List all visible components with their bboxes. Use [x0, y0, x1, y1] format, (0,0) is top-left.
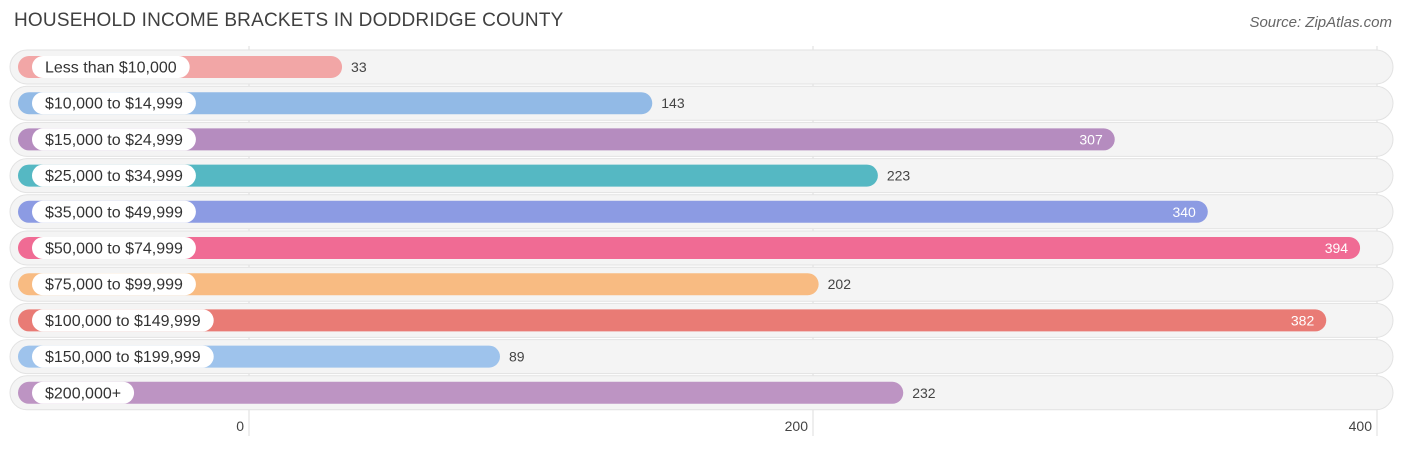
bar [18, 273, 819, 296]
value-label: 223 [887, 168, 911, 184]
bar [18, 164, 878, 187]
category-label: $35,000 to $49,999 [45, 204, 183, 221]
category-label: Less than $10,000 [45, 60, 177, 77]
value-label: 340 [1172, 204, 1196, 220]
category-label: $100,000 to $149,999 [45, 313, 201, 330]
category-pill [32, 309, 214, 332]
value-label: 143 [661, 95, 685, 111]
value-label: 89 [509, 349, 525, 365]
value-label: 394 [1325, 240, 1349, 256]
bar-row: $150,000 to $199,999 89 [9, 339, 1394, 375]
bar-track [9, 49, 1394, 85]
bar-row: $15,000 to $24,999 307 [9, 121, 1394, 157]
bar-row: $35,000 to $49,999 340 [9, 194, 1394, 230]
category-pill [32, 92, 196, 115]
category-label: $50,000 to $74,999 [45, 241, 183, 258]
value-label: 232 [912, 385, 936, 401]
category-label: $15,000 to $24,999 [45, 132, 183, 149]
x-tick-label: 200 [785, 418, 809, 434]
category-label: $150,000 to $199,999 [45, 349, 201, 366]
category-pill [32, 273, 196, 296]
bar [18, 200, 1208, 223]
chart-source: Source: ZipAtlas.com [1249, 14, 1392, 31]
value-label: 307 [1079, 131, 1103, 147]
bar-rows: Less than $10,000 33 $10,000 to $14,999 143… [9, 49, 1394, 411]
bar [18, 381, 904, 404]
bar-row: $100,000 to $149,999 382 [9, 302, 1394, 338]
bar [18, 128, 1115, 151]
value-label: 382 [1291, 312, 1315, 328]
bar-row: $200,000+ 232 [9, 375, 1394, 411]
bar-row: Less than $10,000 33 [9, 49, 1394, 85]
x-tick-label: 0 [236, 418, 244, 434]
bar-row: $10,000 to $14,999 143 [9, 85, 1394, 121]
value-label: 33 [351, 59, 367, 75]
chart-title: HOUSEHOLD INCOME BRACKETS IN DODDRIDGE C… [14, 10, 564, 31]
category-pill [32, 200, 196, 223]
bar-row: $25,000 to $34,999 223 [9, 158, 1394, 194]
category-pill [32, 128, 196, 151]
bar [18, 309, 1327, 332]
x-tick-label: 400 [1349, 418, 1373, 434]
category-pill [32, 237, 196, 259]
category-pill [32, 381, 135, 404]
x-axis-ticks: 0 200 400 [236, 418, 1372, 434]
category-label: $75,000 to $99,999 [45, 277, 183, 294]
category-pill [32, 345, 214, 368]
category-pill [32, 56, 190, 78]
bar [18, 237, 1361, 259]
category-pill [32, 164, 196, 187]
category-label: $10,000 to $14,999 [45, 96, 183, 113]
bar-row: $75,000 to $99,999 202 [9, 266, 1394, 302]
category-label: $200,000+ [45, 385, 121, 402]
value-label: 202 [828, 276, 852, 292]
category-label: $25,000 to $34,999 [45, 168, 183, 185]
bar-row: $50,000 to $74,999 394 [9, 230, 1394, 266]
